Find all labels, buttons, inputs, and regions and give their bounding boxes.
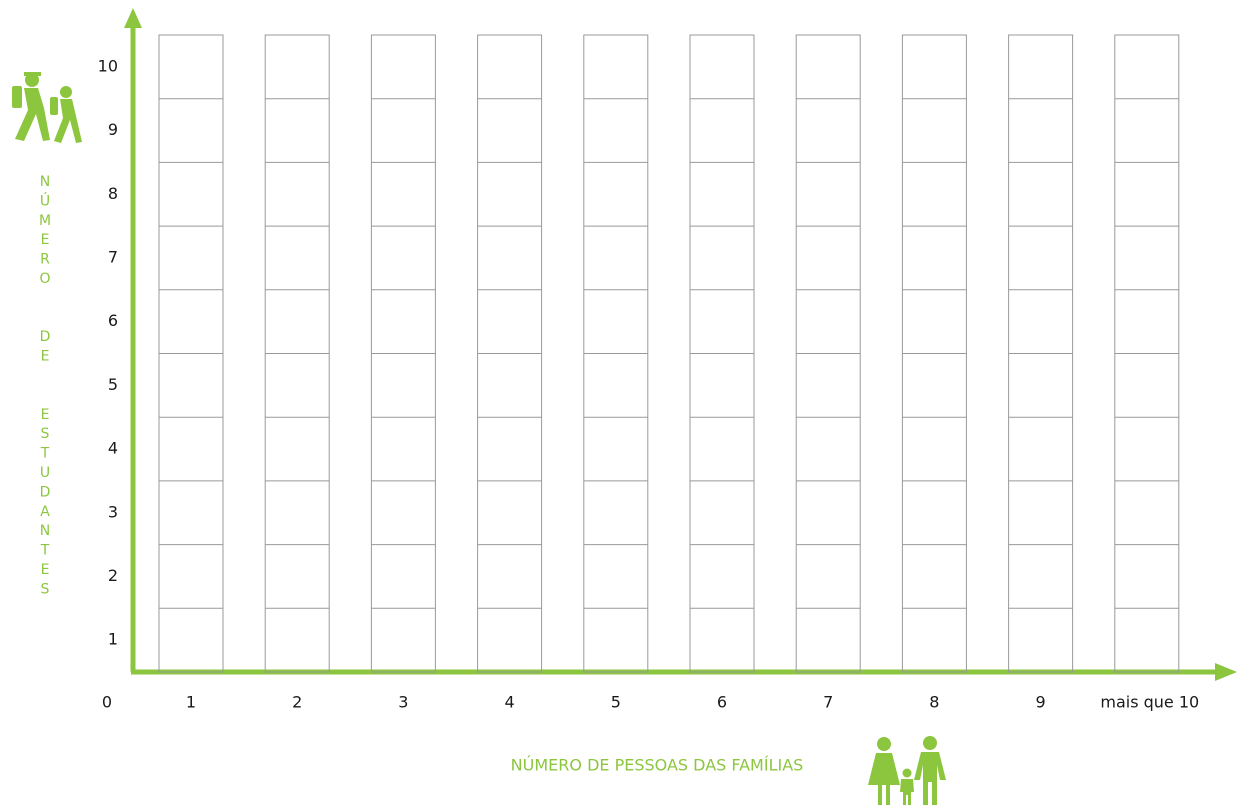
y-axis-title: NÚMERO DE ESTUDANTES <box>37 174 53 601</box>
x-tick-label: 1 <box>186 693 196 712</box>
x-tick-label: 7 <box>823 693 833 712</box>
x-axis-arrow <box>1215 663 1237 681</box>
y-tick-label: 2 <box>108 566 118 585</box>
y-axis-arrow <box>124 8 142 28</box>
y-tick-label: 6 <box>108 311 118 330</box>
y-tick-label: 5 <box>108 375 118 394</box>
x-tick-label: 8 <box>929 693 939 712</box>
y-tick-label: 7 <box>108 247 118 266</box>
x-tick-label: 3 <box>398 693 408 712</box>
x-tick-label: 9 <box>1036 693 1046 712</box>
y-tick-label: 8 <box>108 184 118 203</box>
origin-label: 0 <box>102 693 112 712</box>
family-icon <box>868 736 946 805</box>
x-tick-label: 2 <box>292 693 302 712</box>
y-tick-label: 3 <box>108 502 118 521</box>
x-axis-title: NÚMERO DE PESSOAS DAS FAMÍLIAS <box>511 756 804 775</box>
y-tick-label: 4 <box>108 439 118 458</box>
x-tick-label: 4 <box>505 693 515 712</box>
y-tick-label: 9 <box>108 120 118 139</box>
x-tick-label: 6 <box>717 693 727 712</box>
students-icon <box>12 72 82 143</box>
x-tick-label: mais que 10 <box>1100 693 1199 712</box>
x-tick-label: 5 <box>611 693 621 712</box>
y-tick-label: 1 <box>108 630 118 649</box>
y-tick-label: 10 <box>98 56 118 75</box>
